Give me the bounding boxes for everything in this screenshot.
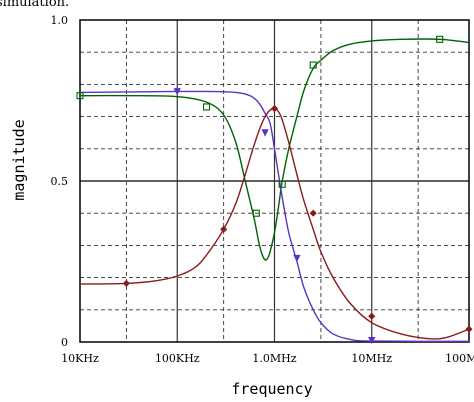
x-tick-label: 1.0MHz	[252, 352, 296, 365]
series-2-marker	[173, 88, 181, 96]
series-line-1	[79, 38, 470, 261]
tick-labels: 10KHz 100KHz 1.0MHz 10MHz 100MHz 0 0.5 1.0	[51, 14, 474, 365]
series-1-marker	[309, 61, 317, 69]
series-1-marker	[252, 209, 260, 217]
series-3-marker	[368, 312, 376, 320]
x-tick-label: 10MHz	[351, 352, 392, 365]
x-tick-label: 100KHz	[155, 352, 200, 365]
x-tick-label: 10KHz	[61, 352, 99, 365]
series-2-marker	[368, 336, 376, 345]
series-1-marker	[76, 92, 84, 100]
series-3-marker	[270, 104, 279, 113]
series-3-marker	[122, 279, 130, 287]
y-axis-title: magnitude	[10, 119, 28, 200]
caption: simulation.	[0, 0, 69, 10]
series-2-marker	[261, 129, 269, 137]
series-1-marker	[278, 180, 286, 188]
x-axis-title: frequency	[231, 380, 312, 398]
y-tick-label: 0	[61, 336, 68, 349]
series-1-marker	[436, 35, 444, 43]
y-tick-label: 1.0	[51, 14, 69, 27]
series-3-marker	[220, 225, 228, 233]
y-tick-label: 0.5	[51, 175, 69, 188]
x-tick-label: 100MHz	[445, 352, 474, 365]
series-line-2	[79, 90, 470, 343]
grid	[80, 20, 469, 342]
series-3-marker	[465, 325, 473, 333]
plot-frame	[79, 19, 470, 343]
series-1-marker	[202, 103, 211, 111]
series-3-marker	[309, 209, 317, 217]
series-2-marker	[293, 254, 301, 263]
marker-layer	[76, 35, 473, 345]
